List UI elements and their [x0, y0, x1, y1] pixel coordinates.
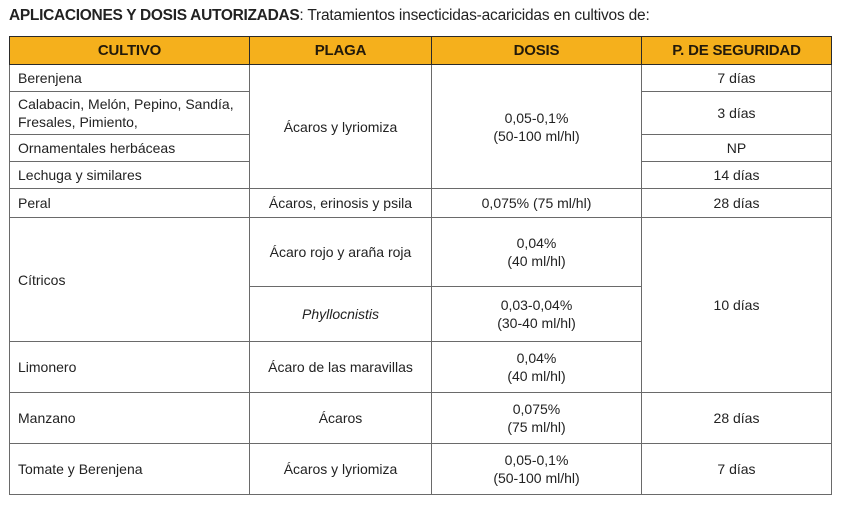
cell-dosis: 0,04% (40 ml/hl) — [431, 217, 642, 287]
dosis-line: (30-40 ml/hl) — [497, 315, 576, 331]
table-row: Manzano Ácaros 0,075% (75 ml/hl) 28 días — [9, 392, 832, 444]
header-dosis: DOSIS — [431, 36, 642, 65]
dosis-line: 0,05-0,1% — [504, 109, 569, 126]
cell-dosis: 0,075% (75 ml/hl) — [431, 392, 642, 444]
cell-plaga: Ácaros, erinosis y psila — [249, 188, 432, 218]
table-row: Peral Ácaros, erinosis y psila 0,075% (7… — [9, 188, 832, 218]
cell-plaga: Phyllocnistis — [249, 286, 432, 342]
cell-cultivo: Lechuga y similares — [9, 161, 250, 189]
cell-seguridad: NP — [641, 134, 832, 162]
heading-bold: APLICACIONES Y DOSIS AUTORIZADAS — [9, 7, 300, 24]
table-row: Cítricos Ácaro rojo y araña roja 0,04% (… — [9, 217, 832, 393]
dosis-line: (75 ml/hl) — [507, 419, 566, 435]
header-plaga: PLAGA — [249, 36, 432, 65]
table-row: Phyllocnistis 0,03-0,04% (30-40 ml/hl) — [10, 286, 832, 342]
table-row: Calabacin, Melón, Pepino, Sandía, Fresal… — [9, 91, 832, 135]
cultivo-line: Calabacin, Melón, Pepino, Sandía, — [18, 96, 234, 112]
cell-plaga: Ácaros — [249, 392, 432, 444]
cell-seguridad: 14 días — [641, 161, 832, 189]
cultivo-line: Fresales, Pimiento, — [18, 114, 138, 130]
cell-seguridad: 28 días — [641, 188, 832, 218]
cell-plaga: Ácaro rojo y araña roja — [249, 217, 432, 287]
table-row: Berenjena Ácaros y lyriomiza 0,05-0,1% (… — [9, 64, 832, 189]
cell-cultivo: Cítricos — [9, 217, 250, 342]
table-header-row: CULTIVO PLAGA DOSIS P. DE SEGURIDAD — [9, 36, 832, 65]
dosis-line: 0,04% — [516, 235, 557, 251]
cell-cultivo: Tomate y Berenjena — [9, 443, 250, 495]
dosage-table: CULTIVO PLAGA DOSIS P. DE SEGURIDAD Bere… — [9, 36, 832, 495]
dosis-line: 0,04% — [516, 350, 557, 366]
cell-dosis: 0,05-0,1% (50-100 ml/hl) — [431, 64, 642, 189]
cell-seguridad: 3 días — [641, 91, 832, 135]
dosis-line: (40 ml/hl) — [507, 368, 566, 384]
cell-cultivo: Limonero — [9, 341, 250, 393]
cell-cultivo: Ornamentales herbáceas — [9, 134, 250, 162]
document-heading: APLICACIONES Y DOSIS AUTORIZADAS: Tratam… — [9, 6, 650, 26]
cell-cultivo: Berenjena — [9, 64, 250, 92]
dosis-line: (40 ml/hl) — [507, 253, 566, 269]
dosis-line: 0,05-0,1% — [504, 452, 569, 468]
cell-dosis: 0,04% (40 ml/hl) — [431, 341, 642, 393]
table-row: Tomate y Berenjena Ácaros y lyriomiza 0,… — [9, 443, 832, 495]
dosis-line: (50-100 ml/hl) — [493, 470, 580, 486]
table-row: Lechuga y similares 14 días — [9, 161, 832, 189]
cell-seguridad: 28 días — [641, 392, 832, 444]
table-row: Ornamentales herbáceas NP — [9, 134, 832, 162]
cell-dosis: 0,05-0,1% (50-100 ml/hl) — [431, 443, 642, 495]
heading-rest: : Tratamientos insecticidas-acaricidas e… — [299, 7, 650, 24]
table-row: Limonero Ácaro de las maravillas 0,04% (… — [9, 341, 832, 393]
cell-plaga: Ácaro de las maravillas — [249, 341, 432, 393]
cell-cultivo: Calabacin, Melón, Pepino, Sandía, Fresal… — [9, 91, 250, 135]
dosis-line: 0,075% — [512, 401, 561, 417]
cell-dosis: 0,075% (75 ml/hl) — [431, 188, 642, 218]
dosis-line: (50-100 ml/hl) — [493, 127, 580, 144]
cell-cultivo: Manzano — [9, 392, 250, 444]
cell-seguridad: 7 días — [641, 443, 832, 495]
header-seguridad: P. DE SEGURIDAD — [641, 36, 832, 65]
cell-plaga: Ácaros y lyriomiza — [249, 64, 432, 189]
dosis-line: 0,03-0,04% — [500, 297, 573, 313]
cell-plaga: Ácaros y lyriomiza — [249, 443, 432, 495]
cell-seguridad: 7 días — [641, 64, 832, 92]
header-cultivo: CULTIVO — [9, 36, 250, 65]
cell-cultivo: Peral — [9, 188, 250, 218]
cell-dosis: 0,03-0,04% (30-40 ml/hl) — [431, 286, 642, 342]
cell-seguridad: 10 días — [641, 217, 832, 393]
